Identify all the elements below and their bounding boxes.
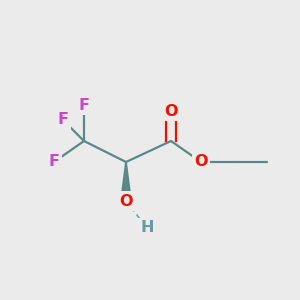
Text: H: H xyxy=(140,220,154,236)
Text: O: O xyxy=(164,103,178,118)
Text: F: F xyxy=(58,112,68,128)
Text: F: F xyxy=(79,98,89,112)
Text: O: O xyxy=(119,194,133,208)
Polygon shape xyxy=(120,162,132,201)
Text: O: O xyxy=(194,154,208,169)
Text: F: F xyxy=(49,154,59,169)
